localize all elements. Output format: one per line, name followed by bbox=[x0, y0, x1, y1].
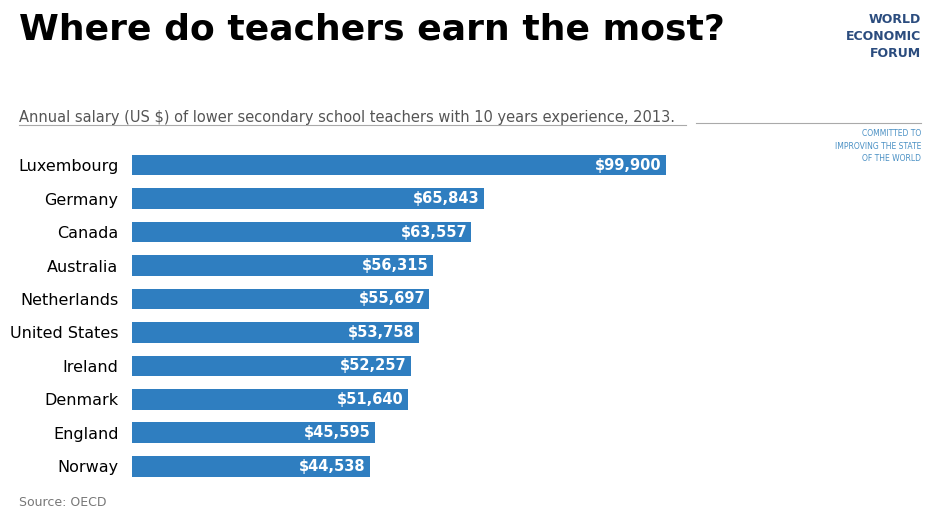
Text: COMMITTED TO
IMPROVING THE STATE
OF THE WORLD: COMMITTED TO IMPROVING THE STATE OF THE … bbox=[835, 129, 921, 163]
Bar bbox=[132, 355, 411, 376]
Bar bbox=[132, 456, 369, 477]
Text: $44,538: $44,538 bbox=[299, 459, 366, 474]
Text: $99,900: $99,900 bbox=[595, 158, 662, 173]
Bar bbox=[132, 222, 471, 242]
Text: $53,758: $53,758 bbox=[348, 325, 415, 340]
Text: $56,315: $56,315 bbox=[362, 258, 429, 273]
Text: Annual salary (US $) of lower secondary school teachers with 10 years experience: Annual salary (US $) of lower secondary … bbox=[19, 110, 675, 125]
Text: Where do teachers earn the most?: Where do teachers earn the most? bbox=[19, 13, 725, 47]
Text: $45,595: $45,595 bbox=[305, 425, 371, 440]
Bar bbox=[132, 155, 666, 176]
Text: $63,557: $63,557 bbox=[400, 225, 467, 240]
Bar bbox=[132, 188, 483, 209]
Bar bbox=[132, 389, 408, 410]
Bar bbox=[132, 255, 432, 276]
Text: $51,640: $51,640 bbox=[337, 392, 403, 407]
Text: $65,843: $65,843 bbox=[413, 191, 479, 206]
Text: $52,257: $52,257 bbox=[340, 358, 407, 373]
Text: WORLD
ECONOMIC
FORUM: WORLD ECONOMIC FORUM bbox=[846, 13, 921, 60]
Bar bbox=[132, 322, 419, 343]
Text: $55,697: $55,697 bbox=[358, 291, 425, 307]
Bar bbox=[132, 422, 375, 443]
Bar bbox=[132, 289, 430, 309]
Text: Source: OECD: Source: OECD bbox=[19, 497, 106, 509]
